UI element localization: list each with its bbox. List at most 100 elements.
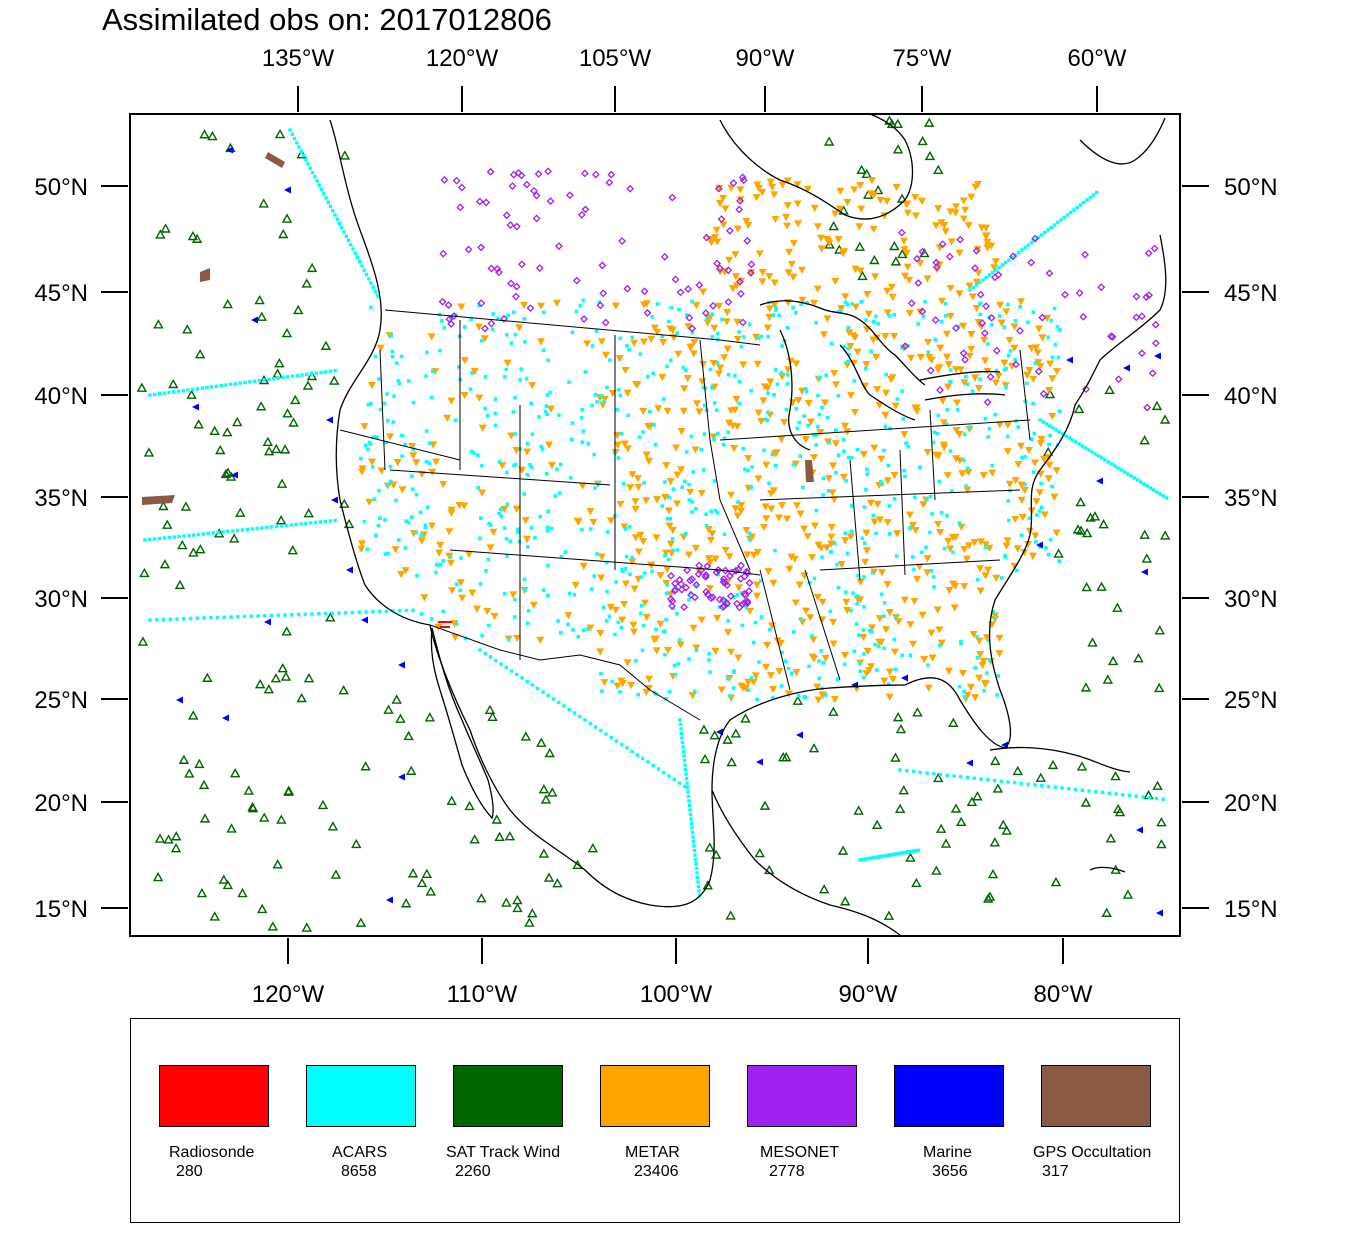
acars-point	[157, 392, 162, 396]
acars-point	[1006, 353, 1011, 358]
metar-point	[995, 650, 1004, 658]
sat-track-wind-point	[704, 842, 715, 852]
acars-point	[1100, 456, 1104, 460]
metar-point	[778, 373, 787, 381]
legend-count-acars: 8658	[341, 1163, 377, 1180]
metar-point	[881, 333, 890, 341]
sat-track-wind-point	[917, 135, 928, 146]
sat-track-wind-point	[552, 878, 563, 888]
acars-point	[290, 613, 294, 617]
acars-point	[435, 563, 440, 567]
metar-point	[626, 484, 635, 492]
acars-point	[773, 548, 777, 553]
acars-point	[722, 436, 727, 441]
metar-point	[739, 361, 748, 369]
sat-track-wind-point	[1104, 384, 1115, 395]
metar-point	[631, 505, 640, 513]
acars-point	[1073, 787, 1078, 792]
acars-point	[780, 344, 784, 348]
acars-point	[763, 417, 768, 422]
acars-point	[725, 676, 730, 681]
sat-track-wind-point	[931, 865, 942, 875]
sat-track-wind-point	[343, 518, 355, 529]
metar-point	[855, 223, 864, 231]
acars-point	[693, 853, 697, 857]
metar-point	[686, 488, 695, 496]
metar-point	[783, 366, 792, 374]
metar-point	[417, 537, 426, 545]
acars-point	[559, 462, 563, 467]
mesonet-point	[743, 599, 752, 607]
mesonet-point	[991, 273, 999, 282]
acars-point	[740, 623, 745, 628]
sat-track-wind-point	[730, 728, 742, 738]
acars-point	[683, 479, 687, 484]
metar-point	[876, 196, 885, 205]
metar-point	[955, 431, 964, 439]
acars-point	[690, 500, 694, 504]
metar-point	[803, 185, 812, 194]
acars-point	[1013, 318, 1018, 323]
metar-point	[602, 351, 611, 359]
acars-point	[583, 718, 587, 722]
metar-point	[816, 234, 825, 242]
acars-point	[705, 316, 710, 321]
acars-point	[628, 572, 632, 576]
metar-point	[536, 636, 545, 644]
metar-point	[697, 489, 706, 498]
mesonet-point	[581, 205, 590, 214]
metar-point	[856, 182, 865, 190]
metar-point	[723, 308, 732, 317]
acars-point	[710, 312, 715, 316]
metar-point	[1005, 480, 1014, 489]
acars-point	[827, 440, 831, 445]
sat-track-wind-point	[950, 803, 962, 813]
acars-point	[948, 368, 953, 372]
sat-track-wind-point	[338, 685, 349, 695]
marine-point	[346, 566, 353, 574]
acars-point	[715, 510, 720, 515]
metar-point	[813, 593, 822, 601]
metar-point	[427, 522, 436, 530]
acars-point	[683, 784, 687, 789]
acars-point	[276, 376, 280, 380]
sat-track-wind-point	[168, 378, 179, 389]
sat-track-wind-point	[155, 229, 166, 239]
mesonet-point	[1151, 320, 1160, 329]
acars-point	[797, 420, 802, 425]
acars-point	[660, 334, 665, 339]
acars-point	[231, 529, 235, 533]
acars-point	[556, 619, 560, 623]
metar-point	[651, 635, 660, 643]
sat-track-wind-point	[281, 327, 293, 338]
acars-point	[652, 423, 656, 427]
metar-point	[661, 494, 670, 502]
acars-point	[837, 309, 841, 314]
metar-point	[820, 331, 829, 339]
metar-point	[708, 530, 717, 538]
acars-point	[328, 369, 333, 373]
legend-swatch-gps-occultation	[1041, 1065, 1151, 1127]
acars-point	[850, 302, 854, 306]
acars-point	[470, 449, 474, 454]
acars-point	[1037, 509, 1042, 513]
metar-point	[623, 445, 632, 453]
acars-point	[687, 803, 692, 808]
acars-point	[630, 555, 635, 560]
metar-point	[822, 544, 831, 552]
acars-point	[741, 335, 746, 339]
acars-point	[701, 385, 706, 389]
acars-point	[749, 389, 754, 393]
sat-track-wind-point	[1076, 761, 1088, 771]
acars-point	[1008, 349, 1013, 353]
metar-point	[775, 667, 784, 676]
sat-track-wind-point	[990, 755, 1001, 766]
acars-point	[469, 317, 474, 322]
sat-track-wind-point	[1075, 525, 1087, 535]
metar-point	[829, 640, 838, 648]
acars-point	[517, 539, 522, 544]
mesonet-point	[1012, 360, 1020, 369]
acars-point	[161, 617, 166, 622]
sat-track-wind-point	[383, 704, 394, 714]
metar-point	[762, 663, 771, 671]
